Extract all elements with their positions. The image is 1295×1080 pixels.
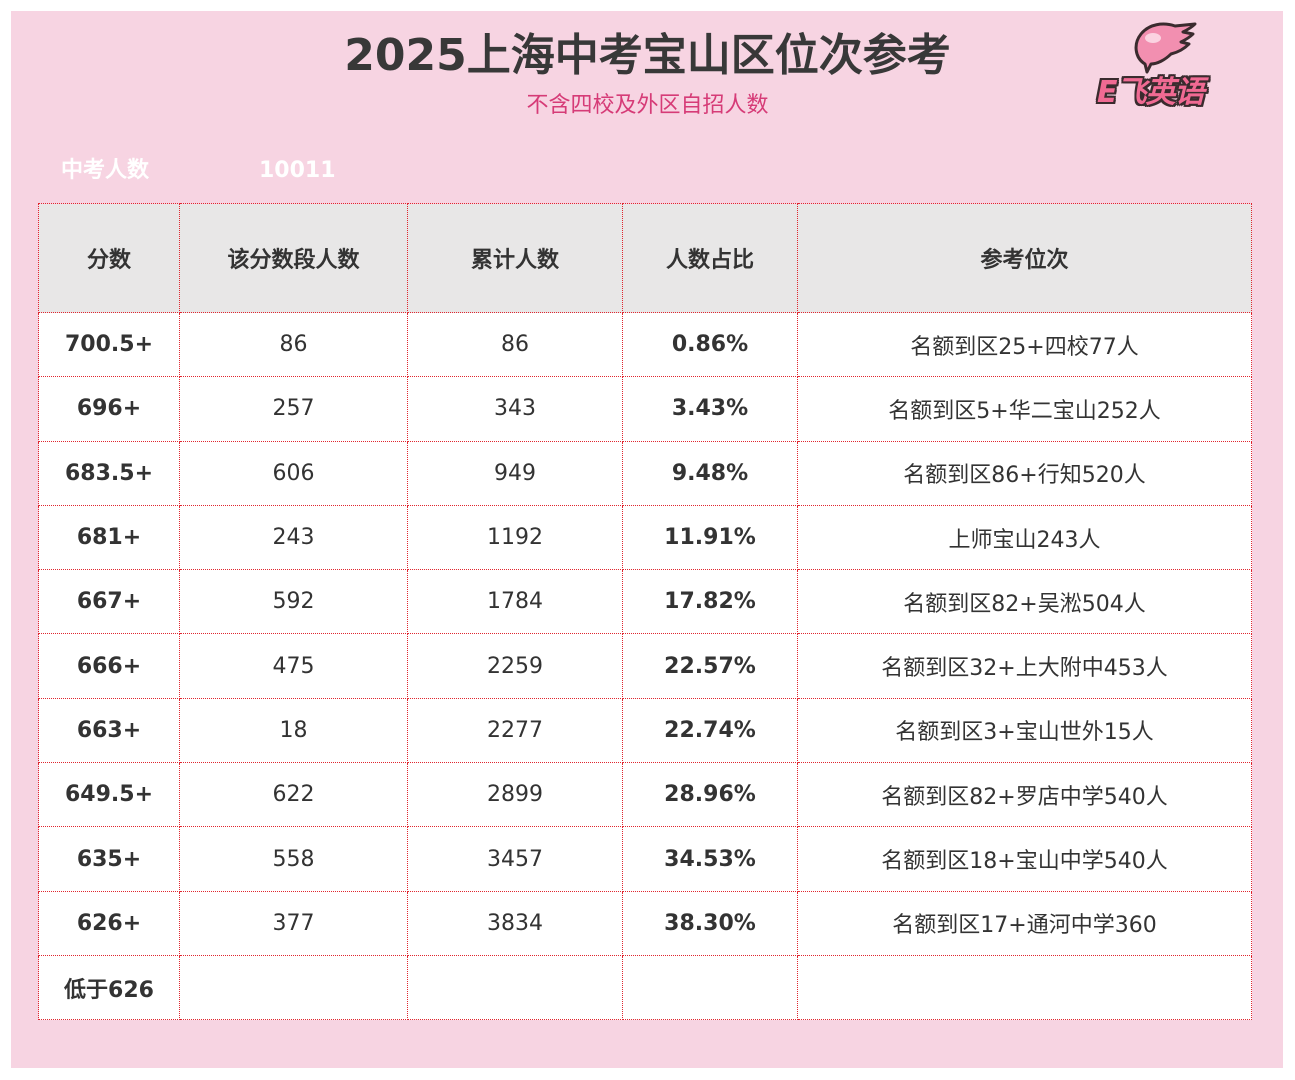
percent-cell: 28.96% xyxy=(622,762,798,828)
percent-cell: 17.82% xyxy=(622,569,798,635)
reference-cell xyxy=(797,954,1252,1021)
percent-cell: 38.30% xyxy=(622,890,798,956)
reference-cell: 名额到区82+罗店中学540人 xyxy=(797,762,1252,828)
count-cell: 377 xyxy=(179,890,408,956)
count-cell: 475 xyxy=(179,633,408,699)
percent-cell: 9.48% xyxy=(622,440,798,506)
score-cell: 681+ xyxy=(38,504,180,571)
count-cell: 86 xyxy=(179,311,408,378)
cumulative-cell: 2899 xyxy=(407,762,623,828)
score-cell: 626+ xyxy=(38,890,180,956)
count-cell: 622 xyxy=(179,762,408,828)
cumulative-cell: 2259 xyxy=(407,633,623,699)
total-candidates-label: 中考人数 xyxy=(61,158,150,183)
table-header-row: 分数 该分数段人数 累计人数 人数占比 参考位次 xyxy=(38,203,1252,313)
count-cell: 257 xyxy=(179,376,408,442)
score-cell: 低于626 xyxy=(38,954,180,1021)
count-cell: 592 xyxy=(179,569,408,635)
cumulative-cell: 86 xyxy=(407,311,623,378)
table-row: 626+ 377 3834 38.30% 名额到区17+通河中学360 xyxy=(38,890,1252,956)
cumulative-cell xyxy=(407,954,623,1021)
count-cell: 243 xyxy=(179,504,408,571)
reference-cell: 上师宝山243人 xyxy=(797,504,1252,571)
cumulative-cell: 3457 xyxy=(407,826,623,892)
table-row: 663+ 18 2277 22.74% 名额到区3+宝山世外15人 xyxy=(38,697,1252,764)
reference-cell: 名额到区25+四校77人 xyxy=(797,311,1252,378)
brand-logo-text: E飞英语 xyxy=(1097,75,1204,110)
table-row: 683.5+ 606 949 9.48% 名额到区86+行知520人 xyxy=(38,440,1252,506)
cumulative-cell: 1784 xyxy=(407,569,623,635)
ranking-table: 分数 该分数段人数 累计人数 人数占比 参考位次 700.5+ 86 86 0.… xyxy=(38,203,1252,1021)
reference-cell: 名额到区5+华二宝山252人 xyxy=(797,376,1252,442)
percent-cell: 0.86% xyxy=(622,311,798,378)
brand-logo: E飞英语 xyxy=(1093,20,1213,112)
count-cell: 558 xyxy=(179,826,408,892)
percent-cell: 22.57% xyxy=(622,633,798,699)
reference-cell: 名额到区18+宝山中学540人 xyxy=(797,826,1252,892)
table-row: 667+ 592 1784 17.82% 名额到区82+吴淞504人 xyxy=(38,569,1252,635)
count-cell xyxy=(179,954,408,1021)
cumulative-cell: 343 xyxy=(407,376,623,442)
count-cell: 18 xyxy=(179,697,408,764)
score-cell: 700.5+ xyxy=(38,311,180,378)
column-header-count: 该分数段人数 xyxy=(179,203,408,313)
table-row: 681+ 243 1192 11.91% 上师宝山243人 xyxy=(38,504,1252,571)
score-cell: 667+ xyxy=(38,569,180,635)
total-candidates-value: 10011 xyxy=(259,158,336,183)
reference-cell: 名额到区3+宝山世外15人 xyxy=(797,697,1252,764)
cumulative-cell: 3834 xyxy=(407,890,623,956)
table-row: 649.5+ 622 2899 28.96% 名额到区82+罗店中学540人 xyxy=(38,762,1252,828)
wing-speech-bubble-icon xyxy=(1134,22,1197,74)
percent-cell xyxy=(622,954,798,1021)
cumulative-cell: 949 xyxy=(407,440,623,506)
reference-cell: 名额到区86+行知520人 xyxy=(797,440,1252,506)
page-title: 2025上海中考宝山区位次参考 xyxy=(344,30,951,81)
count-cell: 606 xyxy=(179,440,408,506)
score-cell: 696+ xyxy=(38,376,180,442)
column-header-percent: 人数占比 xyxy=(622,203,798,313)
score-cell: 663+ xyxy=(38,697,180,764)
page-subtitle: 不含四校及外区自招人数 xyxy=(526,93,769,118)
score-cell: 635+ xyxy=(38,826,180,892)
table-row: 696+ 257 343 3.43% 名额到区5+华二宝山252人 xyxy=(38,376,1252,442)
reference-cell: 名额到区17+通河中学360 xyxy=(797,890,1252,956)
column-header-score: 分数 xyxy=(38,203,180,313)
score-cell: 649.5+ xyxy=(38,762,180,828)
column-header-reference: 参考位次 xyxy=(797,203,1252,313)
percent-cell: 11.91% xyxy=(622,504,798,571)
cumulative-cell: 1192 xyxy=(407,504,623,571)
percent-cell: 22.74% xyxy=(622,697,798,764)
table-row: 666+ 475 2259 22.57% 名额到区32+上大附中453人 xyxy=(38,633,1252,699)
column-header-cumulative: 累计人数 xyxy=(407,203,623,313)
table-row: 700.5+ 86 86 0.86% 名额到区25+四校77人 xyxy=(38,311,1252,378)
percent-cell: 3.43% xyxy=(622,376,798,442)
reference-cell: 名额到区32+上大附中453人 xyxy=(797,633,1252,699)
reference-cell: 名额到区82+吴淞504人 xyxy=(797,569,1252,635)
score-cell: 683.5+ xyxy=(38,440,180,506)
score-cell: 666+ xyxy=(38,633,180,699)
percent-cell: 34.53% xyxy=(622,826,798,892)
table-row: 低于626 xyxy=(38,954,1252,1021)
cumulative-cell: 2277 xyxy=(407,697,623,764)
table-row: 635+ 558 3457 34.53% 名额到区18+宝山中学540人 xyxy=(38,826,1252,892)
